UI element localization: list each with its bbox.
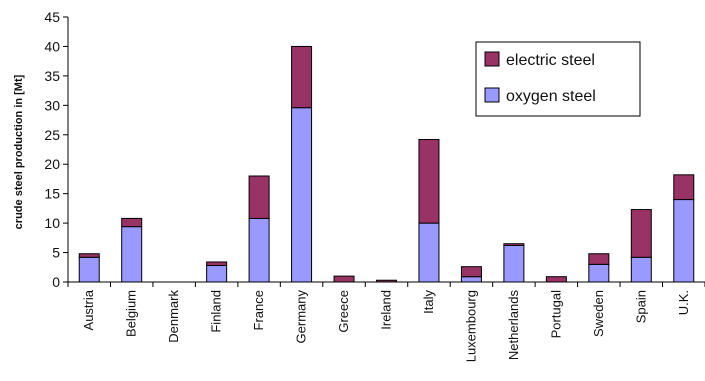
y-tick-label: 15 [44, 186, 60, 202]
x-tick-label: Ireland [379, 290, 394, 330]
y-tick-label: 40 [44, 38, 60, 54]
bar-u-k-oxygen-steel [673, 199, 695, 283]
legend-swatch-electric-steel [484, 51, 500, 67]
bar-finland-electric-steel [206, 261, 228, 267]
x-tick-label: Belgium [124, 290, 139, 337]
x-axis-labels: Austria Belgium Denmark Finland France German… [81, 289, 691, 362]
x-tick-label: U.K. [676, 290, 691, 315]
legend-label-oxygen-steel: oxygen steel [506, 88, 596, 105]
bar-belgium-oxygen-steel [121, 226, 143, 283]
bar-germany-electric-steel [291, 45, 313, 109]
bar-sweden-electric-steel [588, 253, 610, 265]
x-tick-label: Portugal [548, 290, 563, 339]
bar-italy-oxygen-steel [418, 222, 440, 283]
x-tick-label: Finland [209, 290, 224, 333]
bar-luxembourg-oxygen-steel [460, 276, 482, 283]
bar-spain-oxygen-steel [630, 256, 652, 283]
y-axis-label: crude steel production in [Mt] [13, 74, 25, 229]
bar-germany-oxygen-steel [291, 107, 313, 283]
y-tick-label: 25 [44, 127, 60, 143]
bar-greece-electric-steel [333, 275, 355, 283]
legend-label-electric-steel: electric steel [506, 52, 595, 69]
y-tick-label: 10 [44, 215, 60, 231]
bar-u-k-electric-steel [673, 174, 695, 201]
legend: electric steel oxygen steel [475, 41, 641, 117]
y-tick-label: 30 [44, 97, 60, 113]
bar-italy-electric-steel [418, 138, 440, 224]
x-tick-label: Germany [294, 290, 309, 344]
y-tick-label: 45 [44, 9, 60, 25]
y-tick-label: 35 [44, 68, 60, 84]
bar-belgium-electric-steel [121, 217, 143, 228]
y-tick-label: 5 [52, 245, 60, 261]
bar-finland-oxygen-steel [206, 265, 228, 283]
bar-sweden-oxygen-steel [588, 263, 610, 283]
bars [78, 45, 695, 283]
x-tick-label: Spain [633, 290, 648, 323]
legend-swatch-oxygen-steel [484, 87, 500, 103]
bar-spain-electric-steel [630, 209, 652, 258]
bar-france-electric-steel [248, 175, 270, 219]
bar-netherlands-electric-steel [503, 243, 525, 246]
x-tick-label: Italy [421, 290, 436, 314]
y-tick-label: 0 [52, 274, 60, 290]
x-tick-label: France [251, 290, 266, 330]
x-tick-label: Sweden [591, 290, 606, 337]
bar-luxembourg-electric-steel [460, 266, 482, 278]
bar-austria-oxygen-steel [78, 256, 100, 283]
x-tick-label: Luxembourg [463, 290, 478, 362]
bar-portugal-electric-steel [545, 276, 567, 283]
axes [67, 17, 705, 287]
x-tick-label: Austria [81, 289, 96, 330]
bar-austria-electric-steel [78, 253, 100, 258]
y-axis-ticks: 0 5 10 15 20 25 30 35 40 45 [44, 9, 68, 290]
bar-netherlands-oxygen-steel [503, 244, 525, 283]
bar-france-oxygen-steel [248, 217, 270, 283]
x-tick-label: Netherlands [506, 290, 521, 361]
x-tick-label: Denmark [166, 290, 181, 343]
y-tick-label: 20 [44, 156, 60, 172]
x-tick-label: Greece [336, 290, 351, 333]
